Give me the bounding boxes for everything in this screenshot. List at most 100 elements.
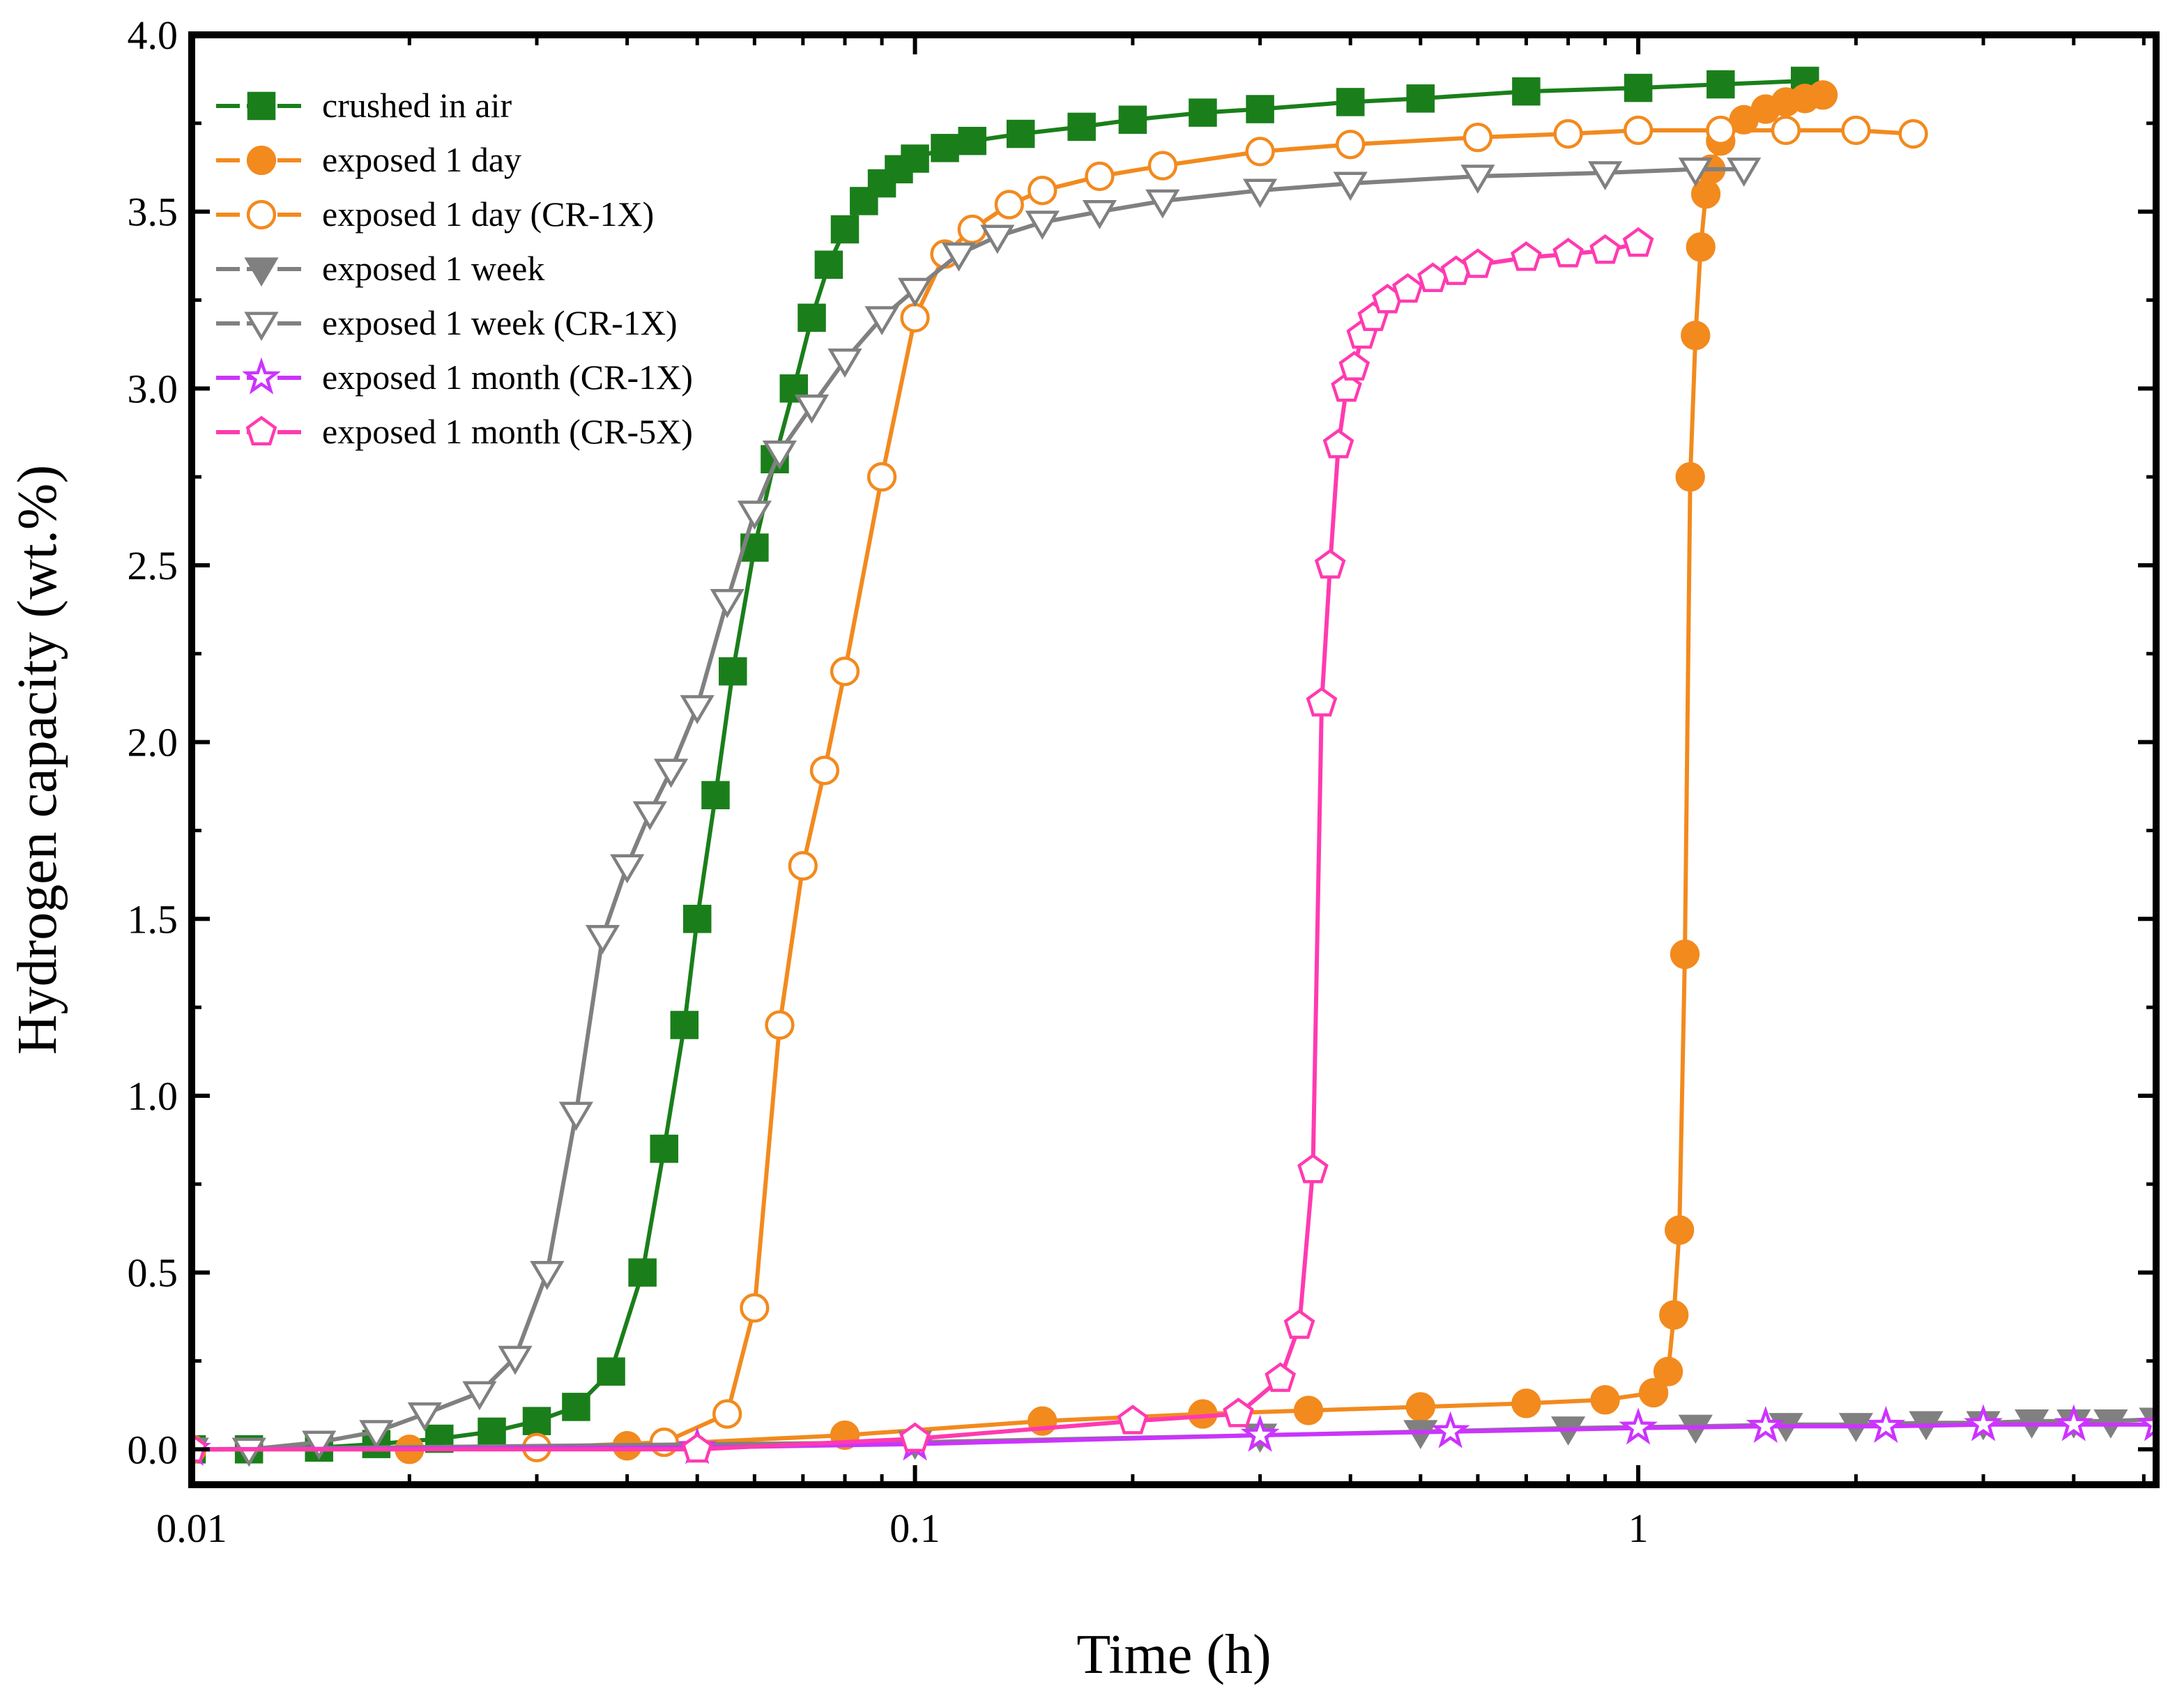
- data-point: [2137, 1404, 2156, 1441]
- legend-label: exposed 1 month (CR-1X): [322, 358, 693, 397]
- data-point: [1553, 118, 1583, 149]
- data-point: [1405, 1392, 1435, 1422]
- data-point: [1678, 158, 1713, 187]
- x-tick-label: 1: [1628, 1506, 1649, 1551]
- data-point: [498, 1345, 533, 1375]
- data-point: [1331, 372, 1362, 402]
- data-point: [899, 1422, 931, 1453]
- data-point: [1333, 171, 1368, 201]
- data-point: [1118, 105, 1147, 135]
- data-point: [231, 1437, 266, 1467]
- data-point: [1746, 1405, 1785, 1444]
- data-point: [1686, 232, 1716, 262]
- data-point: [1462, 248, 1494, 278]
- legend-entry: exposed 1 week: [216, 249, 544, 288]
- data-point: [522, 1407, 551, 1435]
- legend-marker: [242, 357, 281, 395]
- data-point: [1898, 118, 1928, 149]
- data-point: [719, 657, 747, 686]
- data-point: [866, 461, 897, 492]
- data-point: [1964, 1404, 2003, 1441]
- data-point: [1147, 151, 1177, 181]
- data-point: [797, 303, 826, 332]
- y-tick-label: 0.0: [128, 1427, 178, 1472]
- data-point: [1771, 115, 1801, 146]
- legend-label: exposed 1 day: [322, 140, 521, 179]
- data-point: [1706, 115, 1736, 146]
- data-point: [900, 303, 930, 333]
- data-point: [1223, 1398, 1254, 1428]
- data-point: [1025, 211, 1060, 240]
- data-point: [1727, 158, 1762, 187]
- data-point: [1670, 939, 1700, 970]
- y-tick-label: 3.5: [128, 190, 178, 235]
- data-point: [1664, 1215, 1695, 1245]
- tick-labels: 0.0 0.5 1.0 1.5 2.0 2.5 3.0 3.5 4.0 0.01 0.1 1: [128, 13, 1649, 1551]
- data-point: [1622, 227, 1654, 257]
- plot-frame: [188, 31, 2160, 1488]
- legend-entry: exposed 1 month (CR-1X): [216, 357, 693, 397]
- axis-ticks: [190, 33, 2156, 1485]
- legend-label: exposed 1 week: [322, 249, 544, 288]
- legend-label: crushed in air: [322, 86, 512, 125]
- data-point: [931, 134, 959, 162]
- data-point: [650, 1134, 678, 1163]
- data-point: [680, 695, 715, 725]
- data-point: [1590, 1385, 1620, 1415]
- data-point: [1406, 84, 1435, 113]
- legend-marker: [247, 91, 276, 121]
- data-point: [653, 758, 689, 788]
- data-point: [682, 905, 712, 933]
- data-point: [827, 349, 862, 378]
- data-point: [1240, 1414, 1280, 1452]
- data-point: [809, 756, 840, 786]
- data-point: [1430, 1411, 1470, 1448]
- y-axis-title: Hydrogen capacity (wt.%): [7, 465, 68, 1055]
- data-point: [1082, 200, 1117, 229]
- data-point: [1245, 137, 1275, 167]
- data-point: [1659, 1300, 1689, 1330]
- data-point: [794, 395, 830, 424]
- data-point: [830, 215, 860, 244]
- y-tick-label: 3.0: [128, 366, 178, 411]
- data-point: [897, 277, 933, 307]
- data-point: [1338, 351, 1370, 381]
- data-point: [1624, 73, 1653, 102]
- data-point: [1808, 80, 1838, 110]
- data-point: [958, 126, 986, 155]
- data-point: [628, 1258, 657, 1287]
- data-point: [1336, 88, 1365, 116]
- series-4: [192, 158, 1762, 1467]
- data-point: [632, 801, 667, 831]
- y-tick-label: 1.5: [128, 896, 178, 942]
- data-point: [530, 1260, 565, 1290]
- data-point: [1145, 189, 1180, 219]
- x-tick-label: 0.01: [156, 1506, 227, 1551]
- legend-label: exposed 1 week (CR-1X): [322, 303, 678, 342]
- x-tick-label: 0.1: [889, 1506, 940, 1551]
- data-point: [830, 657, 860, 687]
- data-point: [1681, 321, 1711, 351]
- data-point: [1336, 130, 1366, 160]
- y-tick-label: 2.0: [128, 720, 178, 765]
- data-point: [1306, 687, 1338, 717]
- x-axis-title: Time (h): [1076, 1624, 1271, 1685]
- legend-label: exposed 1 day (CR-1X): [322, 194, 654, 234]
- data-point: [1511, 1389, 1541, 1418]
- data-point: [710, 589, 744, 618]
- data-point: [478, 1417, 506, 1446]
- data-point: [737, 500, 772, 530]
- legend-marker: [244, 312, 279, 342]
- data-point: [2054, 1404, 2093, 1441]
- data-point: [1675, 461, 1705, 492]
- data-point: [1189, 98, 1217, 127]
- data-point: [1293, 1395, 1324, 1425]
- data-point: [1242, 178, 1278, 208]
- data-point: [980, 224, 1015, 254]
- data-point: [1511, 241, 1542, 271]
- data-point: [1392, 273, 1423, 303]
- data-point: [1841, 115, 1871, 146]
- y-tick-label: 0.5: [128, 1250, 178, 1296]
- data-point: [1512, 77, 1541, 106]
